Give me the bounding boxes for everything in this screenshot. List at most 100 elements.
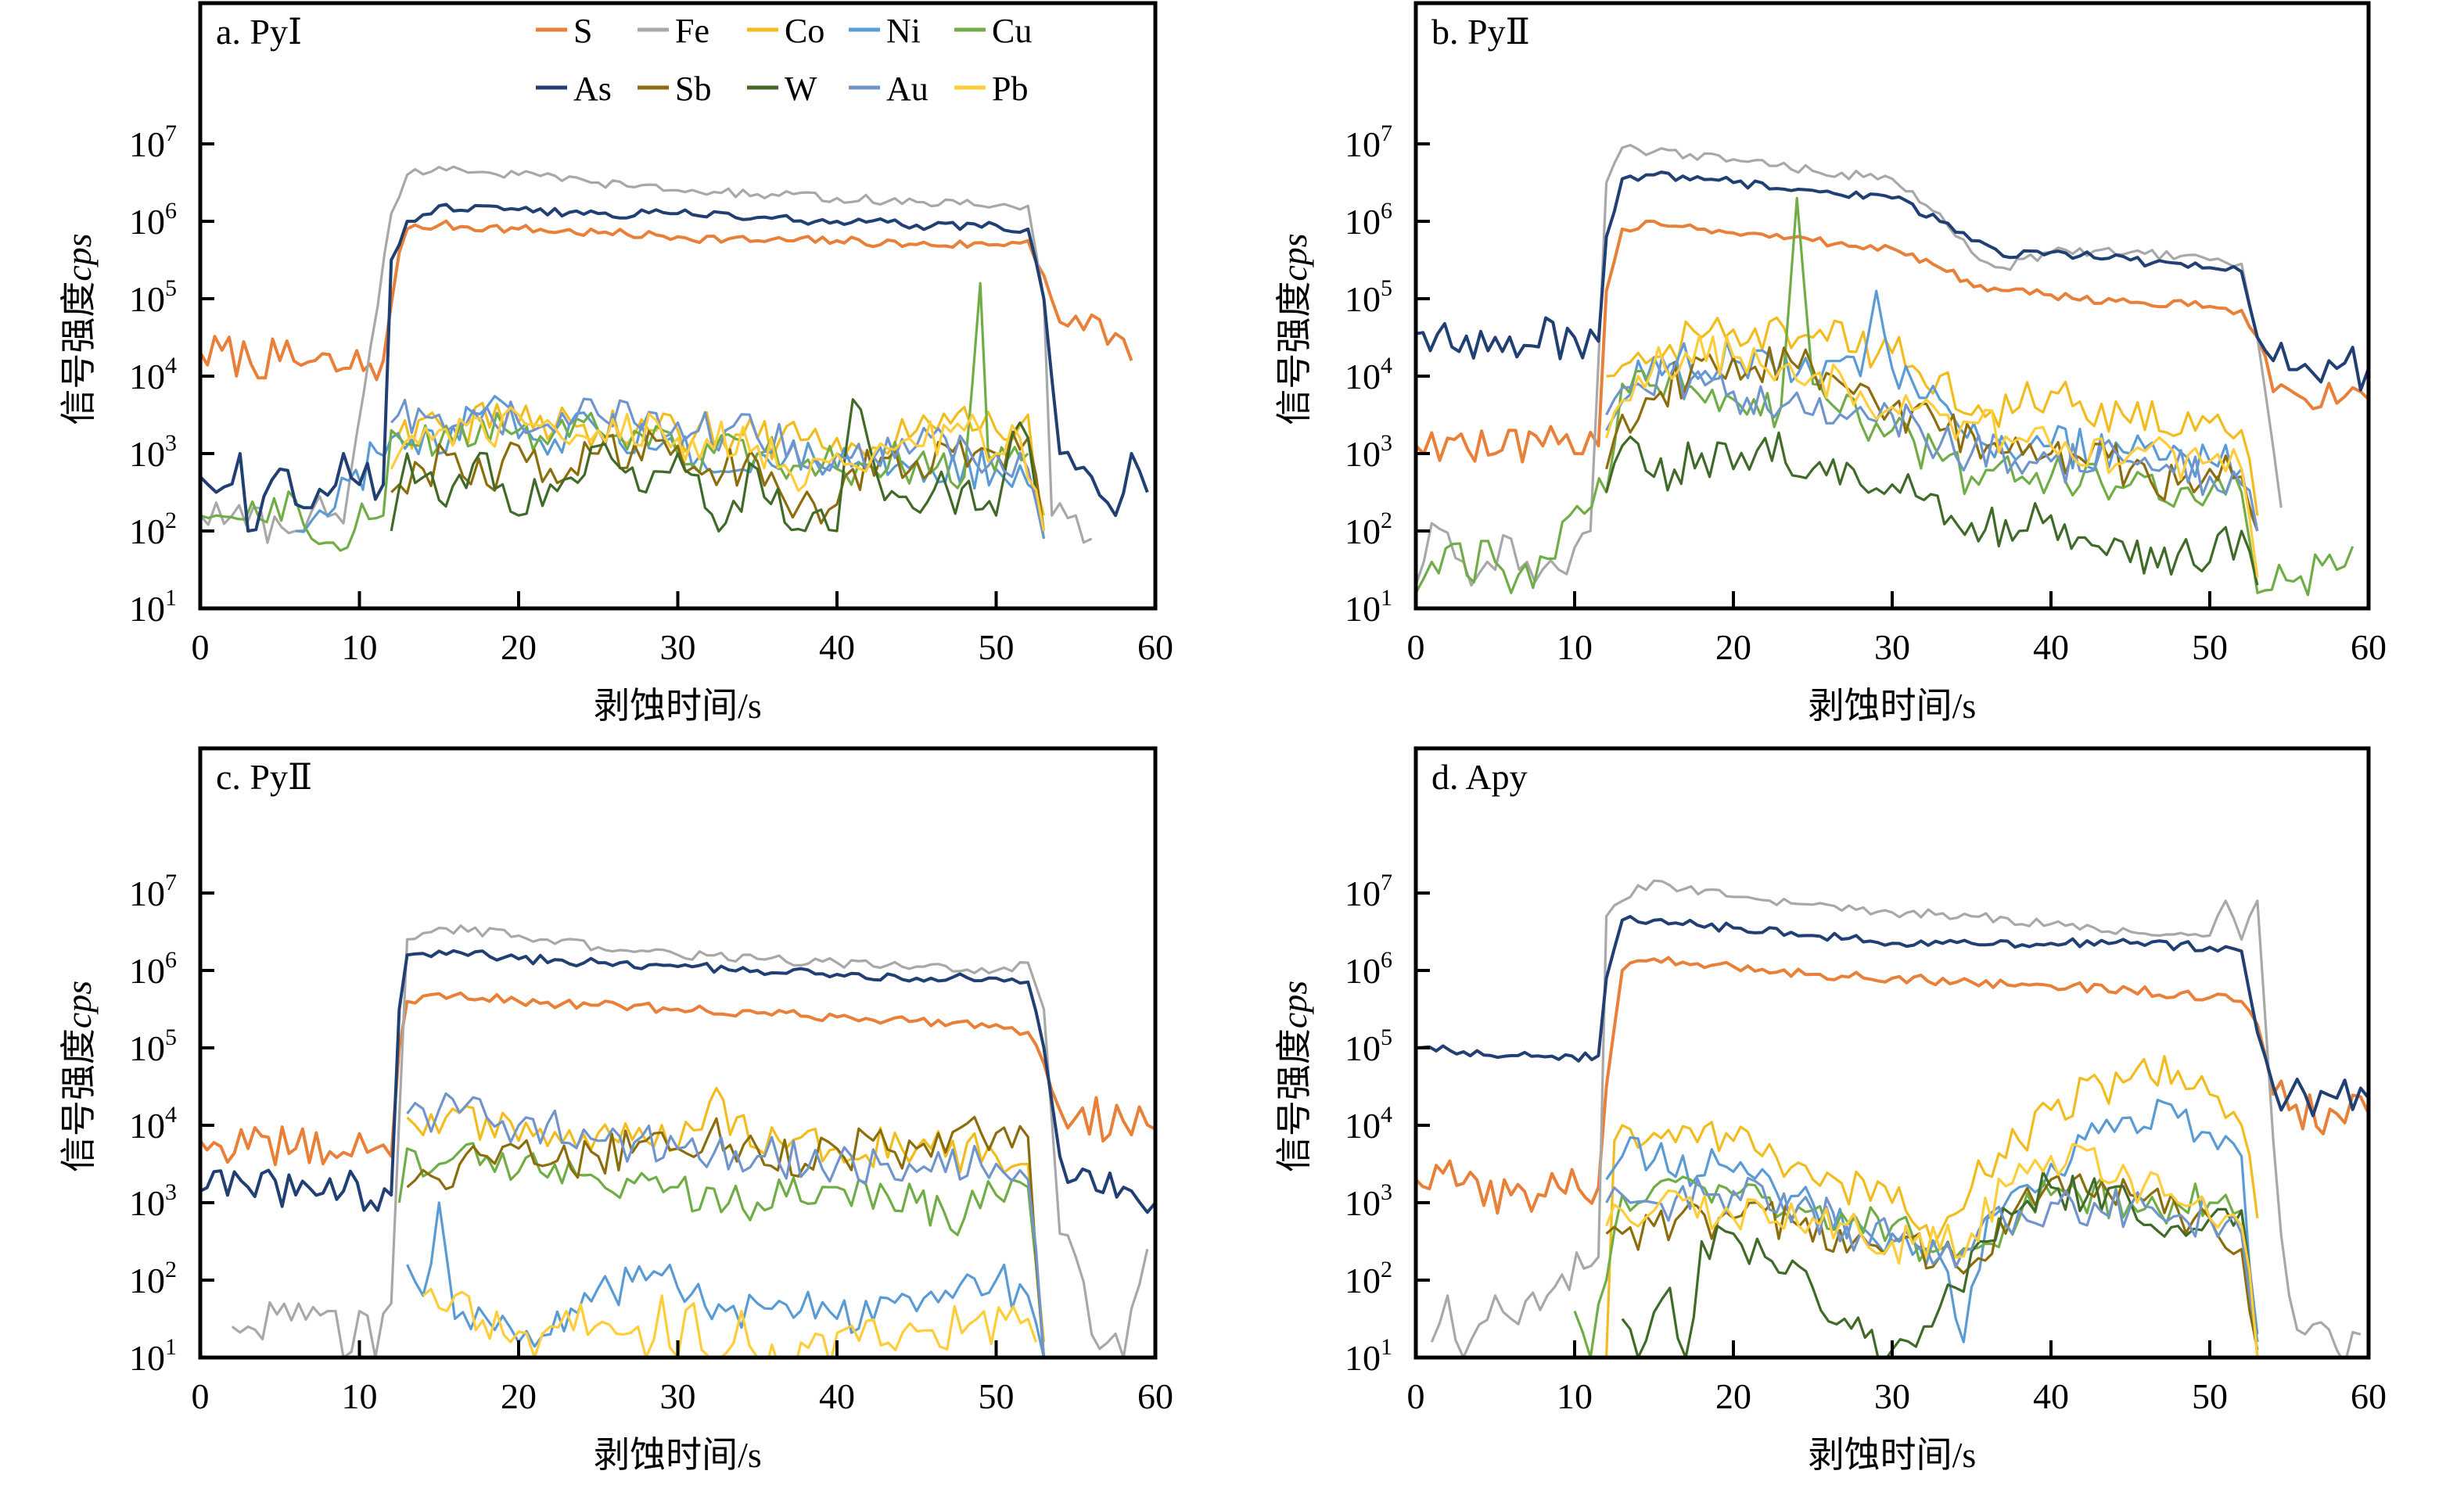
y-tick-label: 107 [129, 870, 177, 913]
x-tick-label: 0 [1407, 627, 1425, 667]
x-tick-label: 20 [501, 627, 537, 667]
x-tick-label: 30 [660, 627, 696, 667]
x-axis-title: 剥蚀时间/s [594, 686, 762, 726]
x-tick-label: 0 [192, 1376, 210, 1416]
panel-title: c. PyⅡ [216, 757, 312, 797]
x-tick-label: 20 [501, 1376, 537, 1416]
series-line-fe [231, 924, 1149, 1358]
x-tick-label: 10 [1557, 627, 1593, 667]
series-line-pb [1605, 1142, 2259, 1358]
x-tick-label: 60 [2351, 627, 2387, 667]
x-tick-label: 50 [979, 1376, 1015, 1416]
series-group [200, 924, 1155, 1358]
y-axis-title: 信号强度cps [1274, 233, 1314, 425]
legend-item-s: S [536, 12, 592, 50]
legend-item-as: As [536, 70, 612, 108]
y-axis-title: 信号强度cps [1274, 981, 1314, 1172]
series-line-as [200, 203, 1149, 533]
y-tick-label: 106 [1345, 198, 1392, 242]
y-tick-label: 106 [1345, 947, 1392, 991]
legend-label: Pb [992, 70, 1028, 108]
series-line-fe [200, 165, 1093, 544]
legend-label: S [573, 12, 592, 50]
y-tick-label: 104 [129, 353, 177, 396]
y-tick-label: 105 [1345, 1024, 1392, 1068]
x-tick-label: 40 [819, 627, 855, 667]
x-axis-title: 剥蚀时间/s [1808, 686, 1977, 726]
legend-item-w: W [747, 70, 817, 108]
legend-label: Au [886, 70, 928, 108]
y-tick-label: 103 [129, 430, 177, 474]
legend: S Fe Co Ni Cu As Sb W Au Pb [536, 12, 1032, 108]
x-tick-label: 60 [1137, 627, 1173, 667]
x-tick-label: 50 [979, 627, 1015, 667]
y-tick-label: 101 [1345, 1334, 1392, 1378]
x-tick-label: 40 [2033, 1376, 2069, 1416]
series-line-pb [422, 1287, 1037, 1358]
x-tick-label: 20 [1715, 1376, 1751, 1416]
legend-item-sb: Sb [638, 70, 711, 108]
series-line-w [1621, 1171, 2259, 1358]
y-tick-label: 107 [129, 120, 177, 164]
series-group [1416, 144, 2369, 597]
y-tick-label: 106 [129, 947, 177, 991]
series-line-ni [406, 1201, 1046, 1358]
x-tick-label: 30 [1874, 1376, 1910, 1416]
y-tick-label: 102 [1345, 508, 1392, 551]
series-group [200, 165, 1149, 552]
y-tick-label: 101 [1345, 585, 1392, 629]
series-line-as [1416, 915, 2369, 1117]
series-line-w [390, 398, 1037, 533]
series-line-au [390, 397, 1046, 540]
y-tick-label: 102 [129, 508, 177, 551]
series-line-au [1605, 1177, 2259, 1343]
series-group [1416, 879, 2369, 1358]
x-tick-label: 40 [819, 1376, 855, 1416]
series-line-cu [1416, 196, 2354, 597]
series-line-pb [1605, 334, 2259, 578]
legend-label: Cu [992, 12, 1032, 50]
plot-frame [1413, 1, 2371, 611]
panel-title: a. PyⅠ [216, 12, 302, 52]
legend-item-cu: Cu [954, 12, 1032, 50]
series-line-pb [390, 406, 1046, 532]
x-tick-label: 20 [1715, 627, 1751, 667]
y-tick-label: 101 [129, 1334, 177, 1378]
plot-frame [1413, 746, 2371, 1360]
x-tick-label: 50 [2192, 627, 2228, 667]
x-tick-label: 10 [342, 627, 378, 667]
x-tick-label: 10 [342, 1376, 378, 1416]
series-line-co [406, 1086, 1046, 1343]
y-tick-label: 105 [129, 1024, 177, 1068]
series-line-cu [200, 282, 1029, 552]
y-axis-title: 信号强度cps [59, 981, 99, 1172]
series-line-au [406, 1092, 1046, 1358]
series-line-ni [1605, 289, 2259, 532]
legend-label: Ni [886, 12, 921, 50]
x-tick-label: 50 [2192, 1376, 2228, 1416]
panel-title: d. Apy [1431, 757, 1528, 797]
y-tick-label: 101 [129, 585, 177, 629]
y-tick-label: 107 [1345, 120, 1392, 164]
series-line-cu [1573, 1175, 2259, 1358]
x-tick-label: 0 [192, 627, 210, 667]
y-tick-label: 104 [129, 1102, 177, 1146]
panel-title: b. PyⅡ [1431, 12, 1530, 52]
x-tick-label: 60 [2351, 1376, 2387, 1416]
series-line-co [1605, 1055, 2259, 1358]
series-line-fe [1430, 879, 2362, 1358]
x-axis-title: 剥蚀时间/s [594, 1435, 762, 1475]
panel-d: 0 10 20 30 40 50 60 101 102 103 104 105 106 107 剥蚀时间/s… [1274, 746, 2387, 1475]
y-tick-label: 106 [129, 198, 177, 242]
y-tick-label: 103 [1345, 430, 1392, 474]
x-tick-label: 40 [2033, 627, 2069, 667]
legend-label: Fe [675, 12, 709, 50]
y-tick-label: 103 [1345, 1179, 1392, 1223]
legend-item-pb: Pb [954, 70, 1028, 108]
legend-label: Sb [675, 70, 711, 108]
series-line-s [200, 991, 1155, 1167]
x-tick-label: 10 [1557, 1376, 1593, 1416]
series-line-cu [397, 1142, 1046, 1358]
series-line-as [200, 949, 1155, 1214]
